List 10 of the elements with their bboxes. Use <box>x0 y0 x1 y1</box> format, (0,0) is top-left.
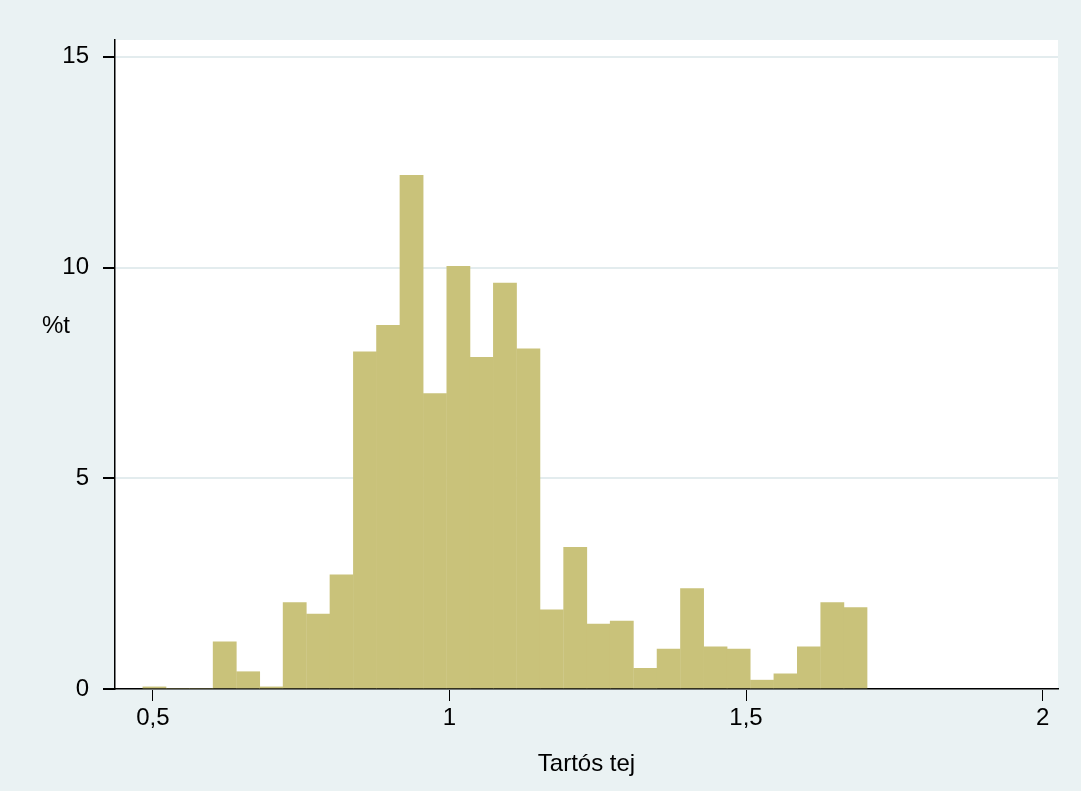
y-tick-label: 0 <box>75 673 89 701</box>
x-axis-title: Tartós tej <box>537 749 636 777</box>
x-tick-label: 1,5 <box>729 703 763 731</box>
y-tick-label: 10 <box>62 252 89 280</box>
x-tick-label: 2 <box>1035 703 1050 731</box>
x-tick-label: 0,5 <box>136 703 170 731</box>
y-tick-label: 5 <box>75 462 89 490</box>
y-axis-title: %t <box>41 311 71 339</box>
y-tick-label: 15 <box>62 41 89 69</box>
x-tick-label: 1 <box>442 703 457 731</box>
